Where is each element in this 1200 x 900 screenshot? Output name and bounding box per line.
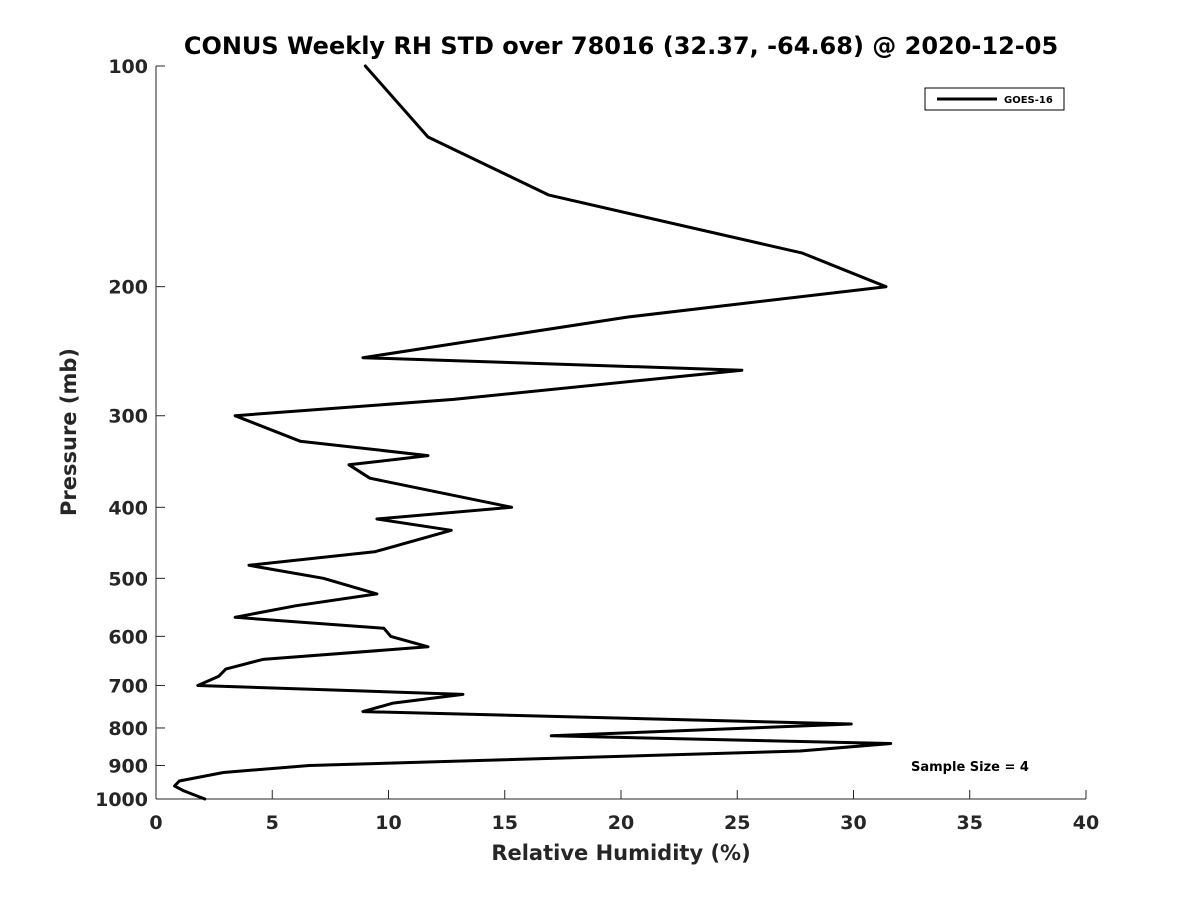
x-tick-label: 20 [608,812,634,834]
x-tick-label: 15 [492,812,518,834]
x-tick-label: 40 [1073,812,1099,834]
legend: GOES-16 [924,87,1065,111]
x-axis-label: Relative Humidity (%) [491,841,750,865]
y-tick-label: 900 [108,755,148,777]
y-tick-label: 100 [108,56,148,78]
x-tick-label: 0 [149,812,162,834]
y-tick-label: 200 [108,277,148,299]
x-tick-label: 25 [724,812,750,834]
y-tick-label: 500 [108,568,148,590]
y-axis-label: Pressure (mb) [57,348,81,516]
legend-entry-goes-16: GOES-16 [1004,95,1053,106]
y-tick-label: 400 [108,497,148,519]
y-tick-label: 600 [108,626,148,648]
x-tick-label: 10 [375,812,401,834]
chart-title: CONUS Weekly RH STD over 78016 (32.37, -… [184,32,1058,60]
series-line-goes-16 [173,64,893,801]
y-tick-label: 700 [108,675,148,697]
x-tick-label: 30 [840,812,866,834]
x-tick-label: 35 [957,812,983,834]
sample-size-annotation: Sample Size = 4 [911,760,1029,775]
x-tick-label: 5 [266,812,279,834]
y-ticks: 100 200 300 400 500 600 700 800 900 1000 [95,56,165,811]
x-ticks: 0 5 10 15 20 25 30 35 40 [149,790,1099,834]
y-tick-label: 300 [108,406,148,428]
y-tick-label: 800 [108,718,148,740]
y-tick-label: 1000 [95,789,148,811]
series-layer [173,64,893,801]
